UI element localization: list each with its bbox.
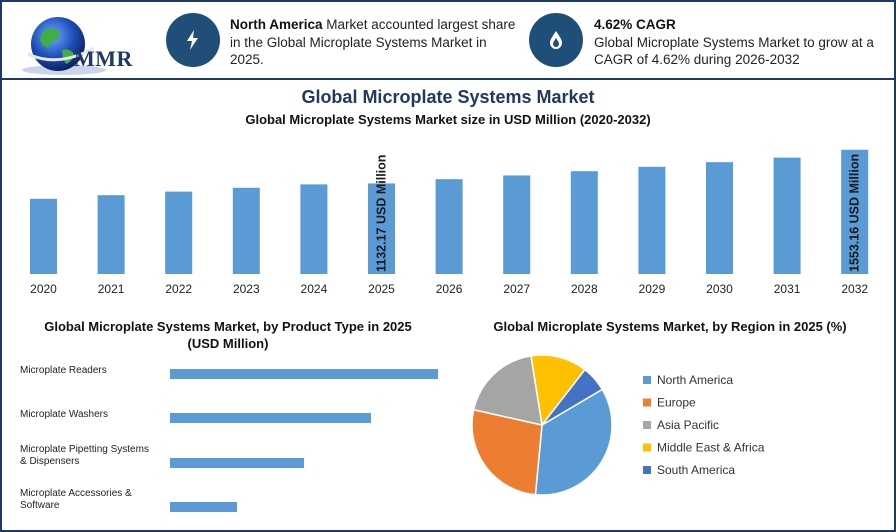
info-text-2: 4.62% CAGR Global Microplate Systems Mar…	[594, 16, 884, 69]
pie-slice-2	[472, 355, 543, 426]
hbar-label-3: Microplate Accessories & Software	[20, 488, 132, 511]
legend-swatch-0	[643, 376, 651, 384]
x-tick-2025: 2025	[368, 282, 395, 296]
data-label-2025: 1132.17 USD Million	[375, 155, 389, 272]
hbar-0	[170, 369, 438, 379]
x-tick-2021: 2021	[98, 282, 125, 296]
x-tick-2022: 2022	[165, 282, 192, 296]
hbar-label-1: Microplate Washers	[20, 409, 108, 420]
x-tick-2029: 2029	[639, 282, 666, 296]
bar-2026	[435, 179, 463, 274]
data-label-2032: 1553.16 USD Million	[848, 154, 862, 272]
x-tick-2032: 2032	[841, 282, 868, 296]
pie-slice-0	[534, 388, 613, 496]
pie-chart-title: Global Microplate Systems Market, by Reg…	[493, 319, 847, 334]
bar-2030	[706, 162, 733, 274]
hbar-label-0: Microplate Readers	[20, 365, 107, 376]
horizontal-bar-chart: Microplate Readers Microplate Washers Micr…	[20, 365, 438, 512]
main-title: Global Microplate Systems Market	[301, 87, 595, 107]
logo-text: MMR	[74, 46, 133, 71]
pie-slice-1	[471, 408, 543, 496]
x-tick-2024: 2024	[301, 282, 328, 296]
legend-label-1: Europe	[657, 396, 696, 410]
bar-2027	[503, 175, 531, 274]
x-tick-2028: 2028	[571, 282, 598, 296]
x-tick-2031: 2031	[774, 282, 801, 296]
bar-2021	[97, 195, 125, 274]
bar-2023	[232, 187, 260, 274]
legend-swatch-1	[643, 398, 651, 407]
legend-swatch-4	[643, 466, 651, 474]
hbar-2	[170, 458, 304, 468]
info2-text: Global Microplate Systems Market to grow…	[594, 34, 874, 68]
info-text-1: North America Market accounted largest s…	[230, 16, 520, 69]
hbar-3	[170, 502, 237, 512]
header-divider	[0, 78, 896, 80]
hbar-1	[170, 413, 371, 423]
info-circle-2	[529, 13, 583, 67]
x-tick-2020: 2020	[30, 282, 57, 296]
pie-slice-3	[530, 355, 586, 427]
bar-2024	[300, 184, 328, 274]
x-tick-2027: 2027	[503, 282, 530, 296]
hbar-label-2: Microplate Pipetting Systems & Dispensers	[20, 444, 149, 467]
legend-swatch-2	[643, 421, 651, 429]
legend-label-2: Asia Pacific	[657, 418, 719, 432]
bar-2025	[368, 183, 395, 274]
pie-chart: North America Europe Asia Pacific Middle Ea…	[471, 355, 765, 496]
bar-2031	[773, 157, 801, 274]
hbar-chart-title: Global Microplate Systems Market, by Pro…	[44, 319, 412, 351]
flame-drop-icon	[550, 31, 562, 49]
info1-text: Market accounted largest share in the Gl…	[230, 17, 516, 67]
bar-2029	[638, 166, 666, 274]
bar-2020	[30, 198, 57, 274]
bar-2032	[841, 149, 869, 274]
vertical-bar-chart: 2020 2021 2022 2023 2024 2025 1132.17 USD Mill…	[30, 149, 869, 296]
legend-label-3: Middle East & Africa	[657, 441, 765, 455]
legend-label-0: North America	[657, 373, 733, 387]
info2-bold: 4.62% CAGR	[594, 17, 676, 32]
x-tick-2030: 2030	[706, 282, 733, 296]
x-tick-2026: 2026	[436, 282, 463, 296]
info-circle-1	[166, 13, 220, 67]
legend-swatch-3	[643, 443, 651, 452]
x-tick-2023: 2023	[233, 282, 260, 296]
globe-logo-icon	[22, 17, 106, 75]
bar-2022	[165, 191, 193, 274]
lightning-icon	[187, 30, 198, 50]
info1-bold: North America	[230, 17, 323, 32]
pie-slice-4	[541, 368, 604, 426]
legend-label-4: South America	[657, 463, 735, 477]
bar-2028	[570, 171, 598, 274]
bar-chart-title: Global Microplate Systems Market size in…	[245, 112, 651, 127]
